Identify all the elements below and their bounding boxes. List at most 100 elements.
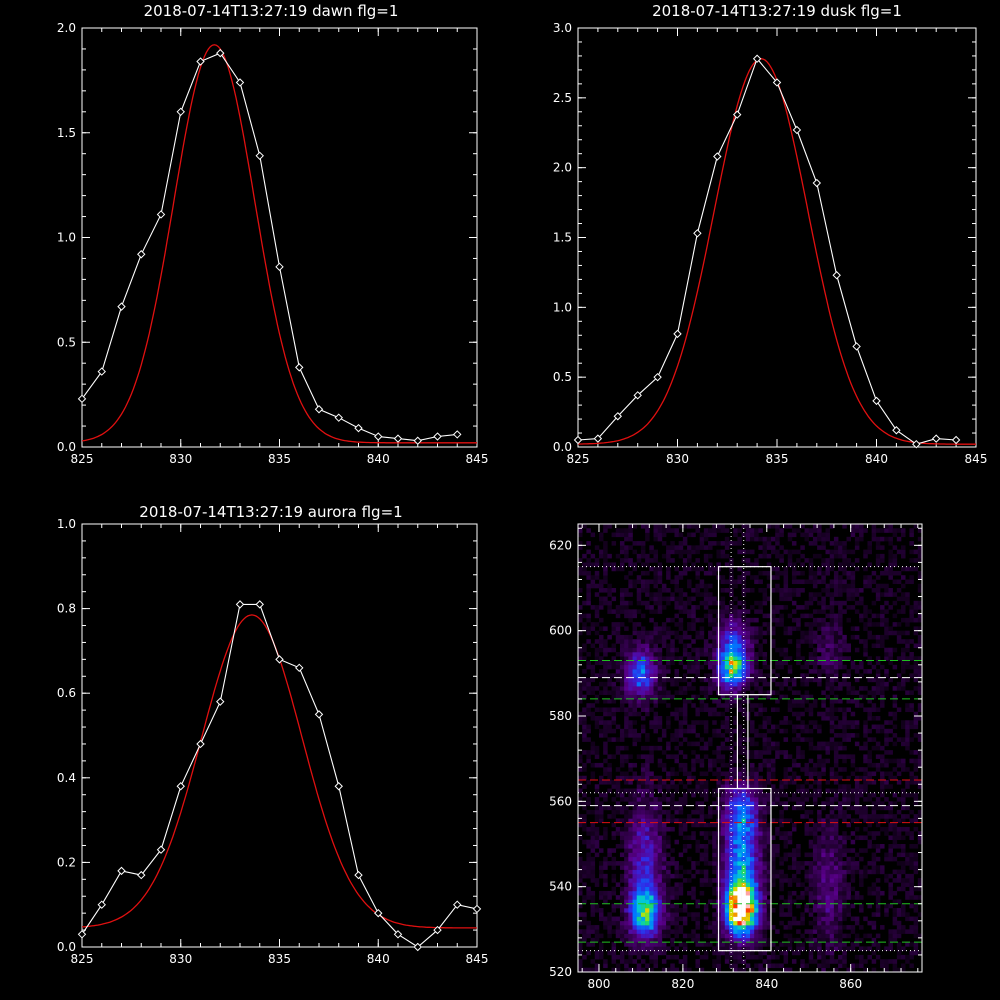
heatmap-cell — [779, 660, 784, 666]
heatmap-cell — [640, 775, 646, 781]
heatmap-cell — [766, 673, 772, 678]
heatmap-cell — [758, 711, 763, 717]
heatmap-cell — [619, 643, 625, 649]
heatmap-cell — [703, 848, 709, 853]
heatmap-cell — [649, 856, 654, 862]
heatmap-cell — [720, 553, 726, 559]
heatmap-cell — [636, 686, 642, 691]
heatmap-cell — [582, 656, 587, 661]
heatmap-cell — [842, 873, 847, 879]
heatmap-cell — [750, 920, 755, 926]
heatmap-cell — [699, 878, 705, 883]
heatmap-cell — [695, 741, 700, 747]
heatmap-cell — [611, 916, 617, 922]
heatmap-cell — [636, 553, 642, 559]
heatmap-cell — [636, 788, 642, 794]
heatmap-cell — [745, 558, 751, 563]
heatmap-cell — [640, 925, 646, 930]
heatmap-cell — [842, 792, 847, 798]
heatmap-cell — [741, 711, 747, 717]
heatmap-cell — [854, 780, 860, 785]
heatmap-cell — [741, 890, 747, 896]
heatmap-cell — [758, 954, 763, 960]
heatmap-cell — [779, 835, 784, 841]
heatmap-cell — [846, 856, 851, 862]
heatmap-cell — [645, 579, 650, 585]
heatmap-cell — [649, 942, 654, 947]
data-point — [832, 271, 841, 280]
heatmap-cell — [850, 596, 856, 602]
heatmap-cell — [842, 801, 847, 806]
heatmap-cell — [863, 809, 868, 815]
heatmap-cell — [754, 946, 759, 951]
heatmap-cell — [762, 690, 768, 695]
heatmap-cell — [724, 844, 730, 849]
heatmap-cell — [645, 809, 650, 815]
heatmap-cell — [594, 937, 600, 943]
heatmap-cell — [750, 856, 755, 862]
heatmap-cell — [812, 553, 818, 559]
heatmap-cell — [720, 724, 726, 730]
heatmap-cell — [657, 780, 663, 785]
heatmap-cell — [724, 950, 730, 956]
heatmap-cell — [754, 788, 759, 794]
heatmap-cell — [812, 592, 818, 597]
heatmap-cell — [850, 839, 856, 845]
heatmap-cell — [708, 925, 713, 930]
heatmap-cell — [666, 545, 671, 550]
heatmap-cell — [674, 634, 679, 640]
heatmap-cell — [645, 681, 650, 687]
heatmap-cell — [796, 937, 801, 943]
heatmap-cell — [754, 895, 759, 900]
data-point — [314, 405, 324, 414]
heatmap-cell — [762, 600, 768, 606]
heatmap-cell — [829, 886, 835, 892]
heatmap-cell — [783, 750, 789, 755]
heatmap-cell — [586, 613, 591, 619]
heatmap-cell — [590, 711, 596, 717]
heatmap-cell — [838, 553, 843, 559]
heatmap-cell — [724, 716, 730, 721]
heatmap-cell — [607, 895, 612, 900]
heatmap-cell — [603, 780, 608, 785]
heatmap-cell — [800, 895, 805, 900]
heatmap-cell — [720, 754, 726, 759]
heatmap-cell — [796, 882, 801, 887]
heatmap-cell — [808, 707, 814, 713]
data-point — [413, 942, 422, 952]
heatmap-cell — [766, 831, 772, 836]
heatmap-cell — [863, 873, 868, 879]
heatmap-cell — [636, 634, 642, 640]
heatmap-cell — [586, 681, 591, 687]
heatmap-cell — [729, 698, 734, 704]
heatmap-cell — [703, 690, 709, 695]
heatmap-cell — [821, 741, 826, 747]
heatmap-cell — [615, 686, 621, 691]
heatmap-cell — [661, 583, 667, 589]
heatmap-cell — [619, 878, 625, 883]
heatmap-cell — [611, 942, 617, 947]
heatmap-cell — [649, 878, 654, 883]
heatmap-cell — [724, 805, 730, 811]
heatmap-cell — [804, 707, 810, 713]
heatmap-cell — [657, 673, 663, 678]
heatmap-cell — [859, 856, 864, 862]
heatmap-cell — [653, 639, 659, 644]
heatmap-cell — [598, 873, 604, 879]
heatmap-cell — [762, 801, 768, 806]
heatmap-cell — [745, 950, 751, 956]
heatmap-cell — [636, 737, 642, 742]
heatmap-cell — [645, 754, 650, 759]
y-tick-label: 2.0 — [553, 161, 572, 175]
heatmap-cell — [695, 528, 700, 533]
heatmap-cell — [754, 937, 759, 943]
heatmap-cell — [619, 545, 625, 550]
heatmap-cell — [867, 634, 872, 640]
heatmap-cell — [687, 613, 692, 619]
heatmap-cell — [787, 562, 793, 567]
heatmap-cell — [657, 626, 663, 631]
heatmap-cell — [812, 959, 818, 964]
heatmap-cell — [670, 647, 675, 653]
heatmap-cell — [670, 784, 675, 789]
heatmap-cell — [578, 630, 583, 636]
